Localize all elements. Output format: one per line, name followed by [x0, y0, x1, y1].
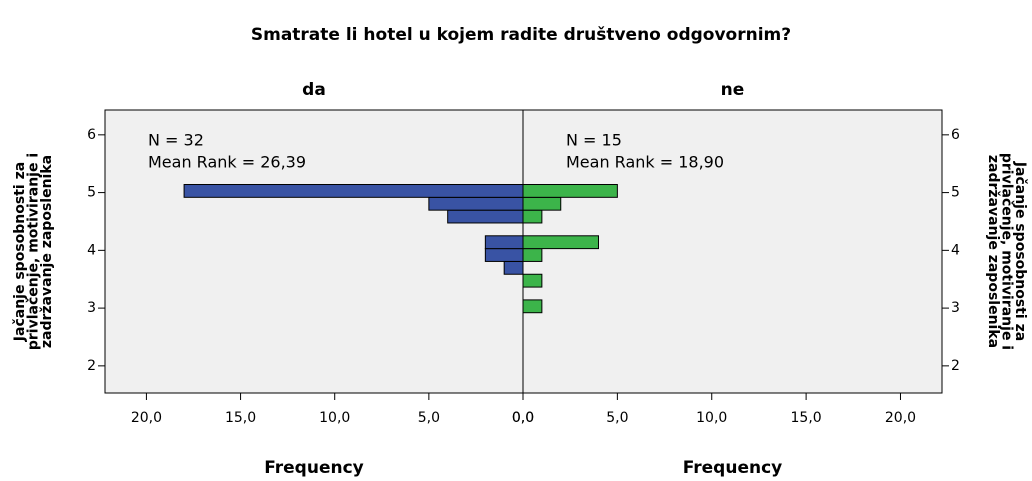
bar — [428, 196, 524, 211]
chart-title: Smatrate li hotel u kojem radite društve… — [251, 25, 791, 45]
bar — [183, 184, 524, 198]
y-axis-label: zadržavanje zaposlenika — [985, 155, 1001, 348]
bar — [484, 235, 524, 250]
y-tick-label: 2 — [87, 358, 96, 374]
y-tick-label: 3 — [87, 300, 96, 316]
bar — [522, 248, 543, 262]
x-tick-label: 0,0 — [512, 410, 534, 426]
x-tick-label: 5,0 — [606, 410, 628, 426]
y-tick-label: 4 — [87, 242, 96, 258]
annotation: N = 15 — [566, 131, 622, 150]
y-axis-label: Jačanje sposobnosti za — [12, 162, 28, 342]
x-tick-label: 5,0 — [418, 410, 440, 426]
bar — [522, 184, 618, 198]
annotation: Mean Rank = 26,39 — [148, 153, 306, 172]
y-axis-label: Jačanje sposobnosti za — [1012, 161, 1028, 341]
bar — [522, 273, 543, 288]
bar — [522, 299, 543, 314]
x-tick-label: 15,0 — [225, 410, 256, 426]
x-tick-label: 20,0 — [131, 410, 162, 426]
y-tick-label: 5 — [87, 185, 96, 201]
y-tick-label: 5 — [951, 185, 960, 201]
bar — [503, 260, 524, 275]
y-tick-label: 3 — [951, 300, 960, 316]
x-tick-label: 20,0 — [885, 410, 916, 426]
y-tick-label: 2 — [951, 358, 960, 374]
x-axis-label: Frequency — [264, 458, 364, 478]
annotation: N = 32 — [148, 131, 204, 150]
bar — [484, 248, 524, 262]
bar — [447, 209, 524, 224]
y-axis-label: privlačenje, motiviranje i — [26, 153, 42, 350]
bar — [522, 235, 599, 250]
panel-title: da — [302, 80, 326, 100]
x-tick-label: 0,0 — [512, 410, 534, 426]
annotation: Mean Rank = 18,90 — [566, 153, 724, 172]
x-tick-label: 15,0 — [791, 410, 822, 426]
x-axis-label: Frequency — [683, 458, 783, 478]
y-tick-label: 6 — [951, 127, 960, 143]
panel-title: ne — [721, 80, 745, 100]
y-axis-label: privlačenje, motiviranje i — [999, 153, 1015, 350]
x-tick-label: 10,0 — [319, 410, 350, 426]
y-tick-label: 6 — [87, 127, 96, 143]
bar — [522, 209, 543, 224]
y-axis-label: zadržavanje zaposlenika — [39, 155, 55, 348]
bar — [522, 196, 562, 211]
x-tick-label: 10,0 — [696, 410, 727, 426]
y-tick-label: 4 — [951, 242, 960, 258]
